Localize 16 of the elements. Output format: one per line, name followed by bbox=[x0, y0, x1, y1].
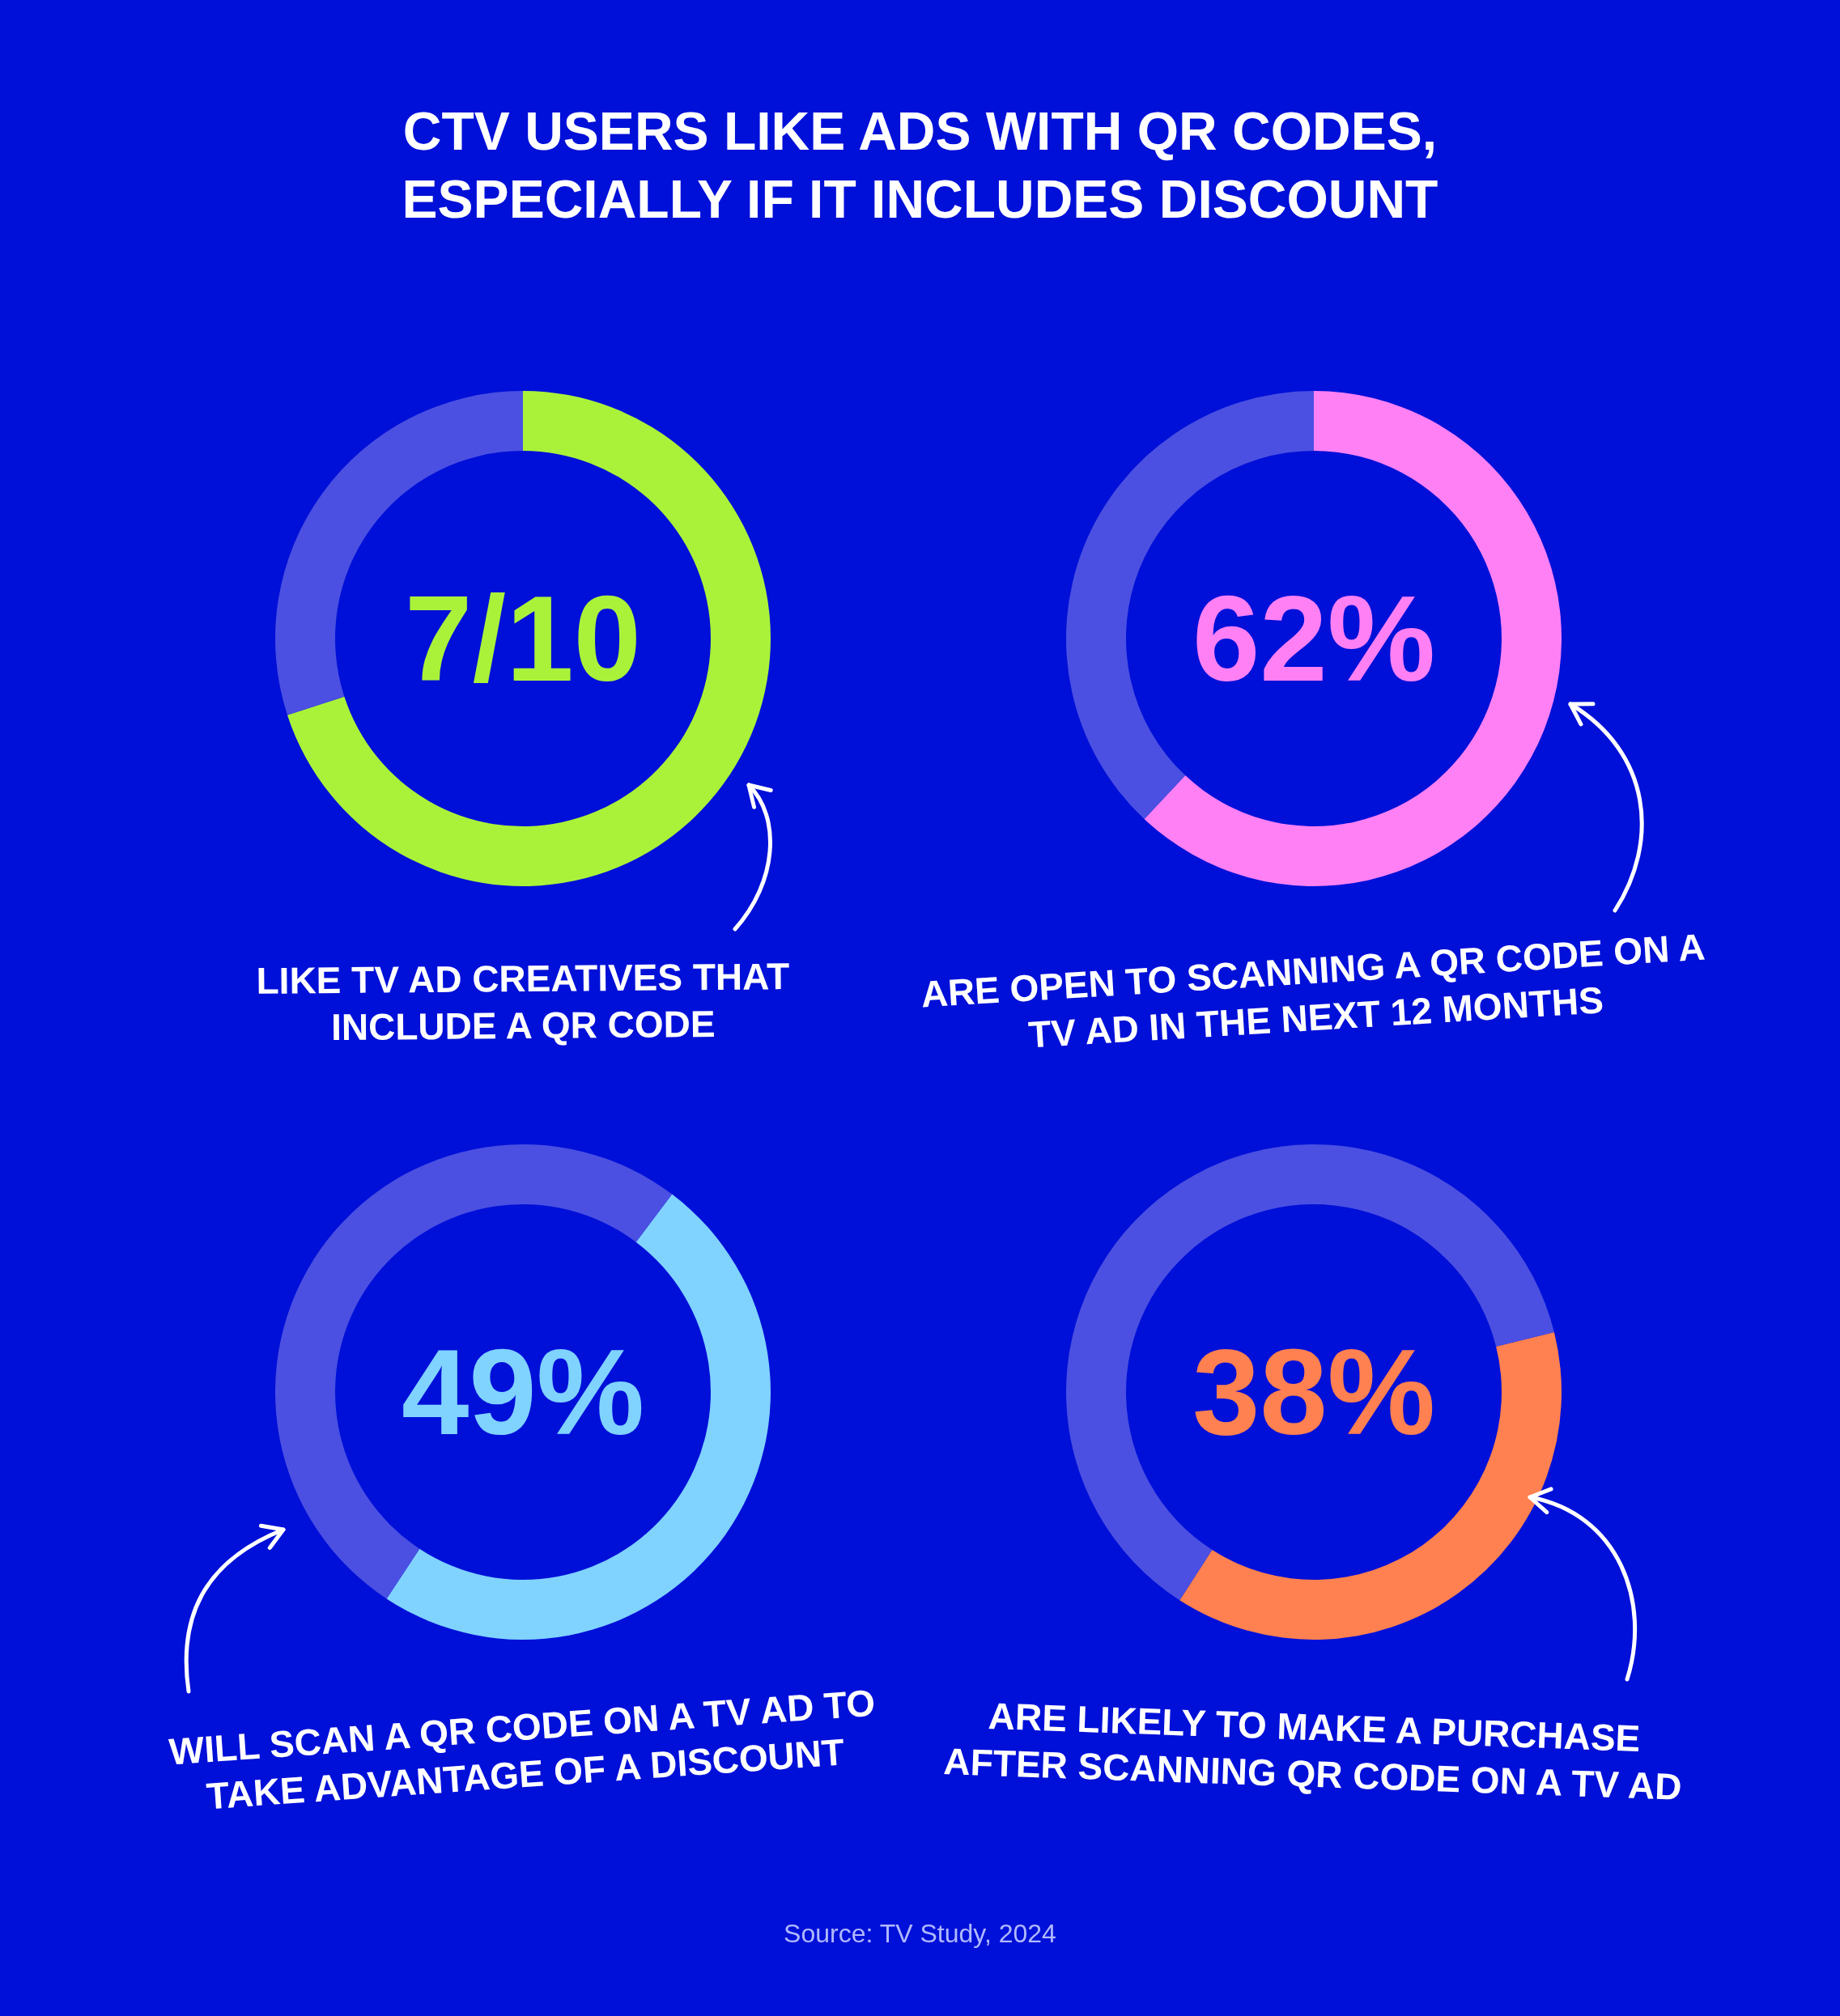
text: WILL SCAN A QR CODE ON A TV AD TO TAKE ADVANTAGE OF A DISCOUNT bbox=[168, 1681, 877, 1818]
data-label: 49% bbox=[401, 1324, 645, 1460]
donut-slice bbox=[1066, 1144, 1554, 1601]
source-note: Source: TV Study, 2024 bbox=[784, 1919, 1056, 1948]
text: 7/10 bbox=[405, 571, 641, 707]
text: LIKE TV AD CREATIVES THAT INCLUDE A QR CODE bbox=[256, 955, 790, 1049]
donut-slice bbox=[386, 1194, 771, 1640]
donut-slice bbox=[275, 1144, 673, 1599]
donut-slice bbox=[1179, 1331, 1562, 1640]
data-label: 38% bbox=[1192, 1324, 1436, 1460]
text: CTV USERS LIKE ADS WITH QR CODES, ESPECIALLY IF IT INCLUDES DISCOUNT bbox=[402, 101, 1438, 229]
text: ARE LIKELY TO MAKE A PURCHASE AFTER SCANNING QR CODE ON A TV AD bbox=[942, 1694, 1683, 1808]
text: ARE OPEN TO SCANNING A QR CODE ON A TV AD IN THE NEXT 12 MONTHS bbox=[920, 925, 1706, 1056]
donut-slice bbox=[287, 391, 771, 886]
data-label: 62% bbox=[1192, 571, 1436, 707]
donut-slice bbox=[1144, 391, 1562, 886]
